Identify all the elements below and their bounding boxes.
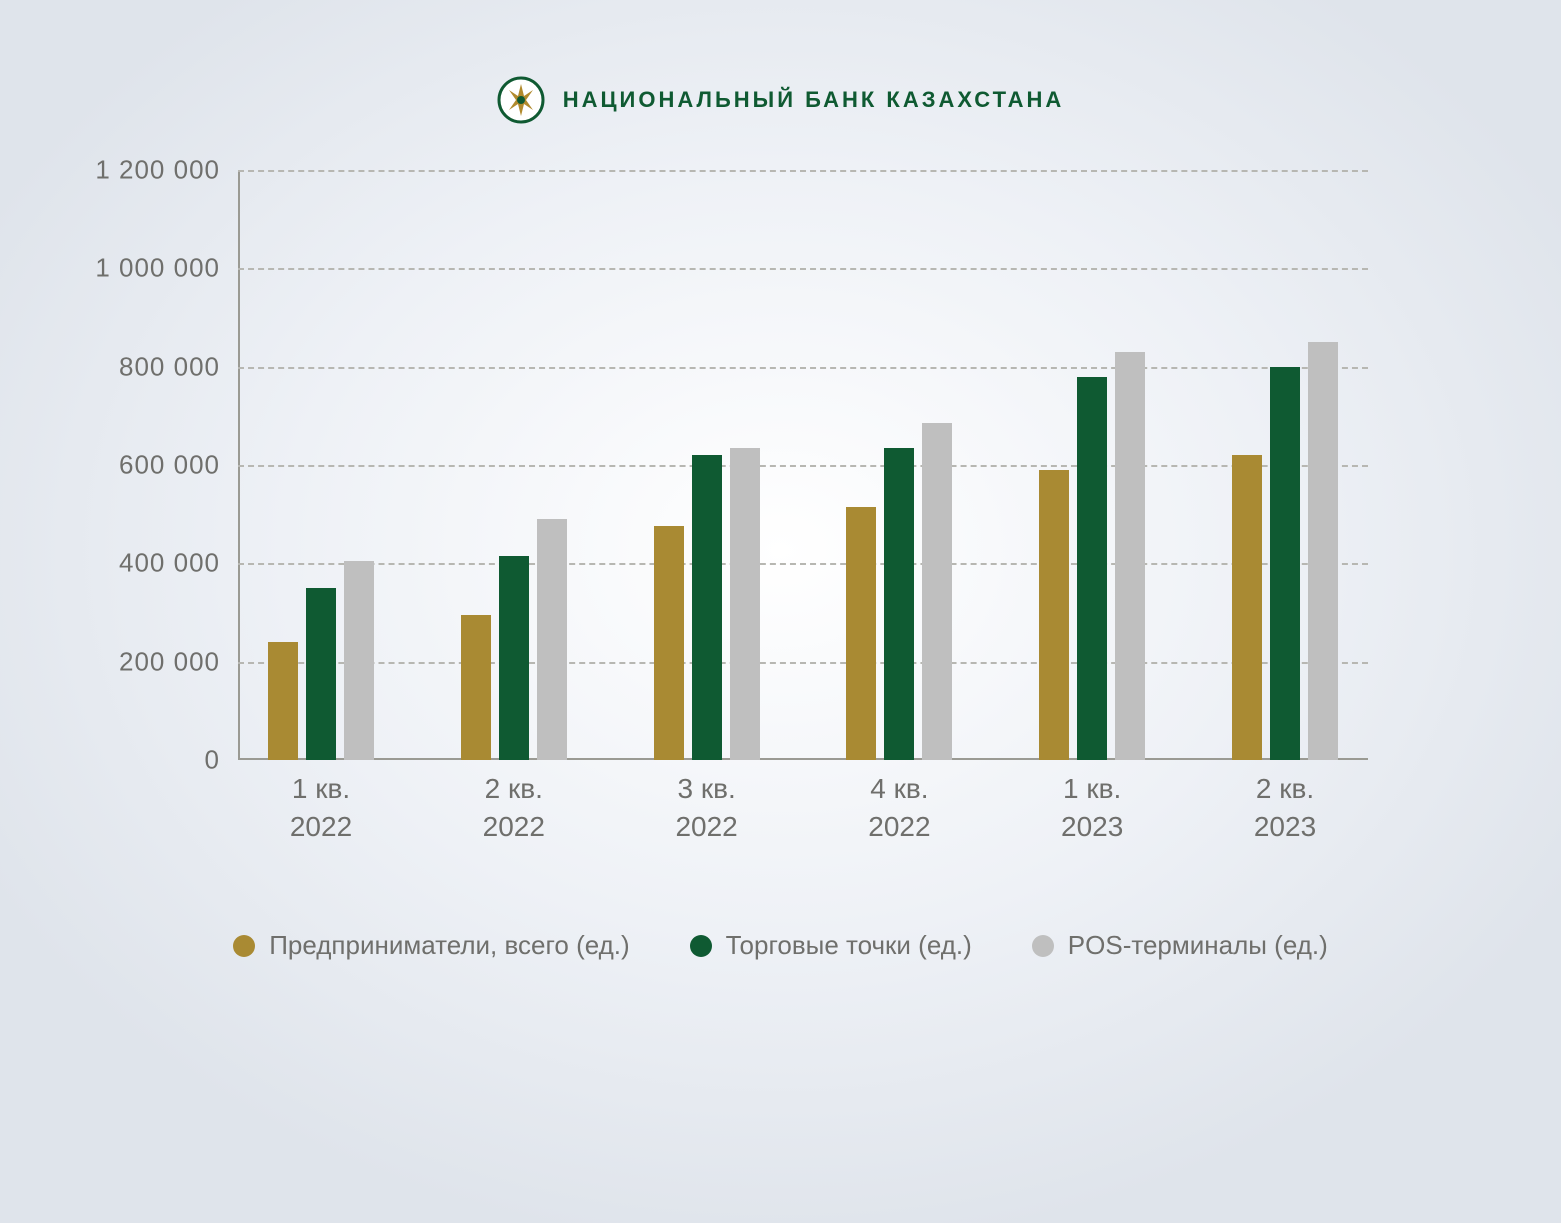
legend-label: POS-терминалы (ед.) (1068, 930, 1328, 961)
x-tick-label: 2 кв. 2023 (1254, 770, 1316, 846)
bar (922, 423, 952, 760)
bar (461, 615, 491, 760)
gridline (238, 367, 1368, 369)
legend-label: Торговые точки (ед.) (726, 930, 972, 961)
gridline (238, 662, 1368, 664)
y-tick-label: 600 000 (119, 450, 220, 481)
logo-icon (497, 76, 545, 124)
x-tick-label: 2 кв. 2022 (483, 770, 545, 846)
x-tick-label: 4 кв. 2022 (868, 770, 930, 846)
bar (654, 526, 684, 760)
y-tick-label: 800 000 (119, 351, 220, 382)
legend-item: Торговые точки (ед.) (690, 930, 972, 961)
bar (692, 455, 722, 760)
x-axis-line (238, 758, 1368, 760)
y-tick-label: 0 (205, 745, 220, 776)
bar (1115, 352, 1145, 760)
legend-item: POS-терминалы (ед.) (1032, 930, 1328, 961)
bar (1039, 470, 1069, 760)
bar (730, 448, 760, 760)
bar (1308, 342, 1338, 760)
bar (1077, 377, 1107, 761)
org-logo (497, 76, 545, 124)
y-tick-label: 1 200 000 (95, 155, 220, 186)
bar (268, 642, 298, 760)
bar (846, 507, 876, 760)
bar (1232, 455, 1262, 760)
gridline (238, 170, 1368, 172)
bar (1270, 367, 1300, 760)
bar (344, 561, 374, 760)
x-tick-label: 1 кв. 2023 (1061, 770, 1123, 846)
legend-swatch (690, 935, 712, 957)
org-title: НАЦИОНАЛЬНЫЙ БАНК КАЗАХСТАНА (563, 87, 1065, 113)
y-tick-label: 1 000 000 (95, 253, 220, 284)
bar (306, 588, 336, 760)
bar (537, 519, 567, 760)
y-axis-labels: 0200 000400 000600 000800 0001 000 0001 … (0, 170, 238, 760)
gridline (238, 563, 1368, 565)
legend: Предприниматели, всего (ед.) Торговые точ… (0, 930, 1561, 961)
bar-chart (238, 170, 1368, 760)
y-tick-label: 200 000 (119, 646, 220, 677)
legend-swatch (233, 935, 255, 957)
gridline (238, 268, 1368, 270)
header: НАЦИОНАЛЬНЫЙ БАНК КАЗАХСТАНА (0, 76, 1561, 124)
bar (884, 448, 914, 760)
bar (499, 556, 529, 760)
x-tick-label: 3 кв. 2022 (675, 770, 737, 846)
x-tick-label: 1 кв. 2022 (290, 770, 352, 846)
legend-swatch (1032, 935, 1054, 957)
legend-item: Предприниматели, всего (ед.) (233, 930, 629, 961)
y-tick-label: 400 000 (119, 548, 220, 579)
gridline (238, 465, 1368, 467)
legend-label: Предприниматели, всего (ед.) (269, 930, 629, 961)
